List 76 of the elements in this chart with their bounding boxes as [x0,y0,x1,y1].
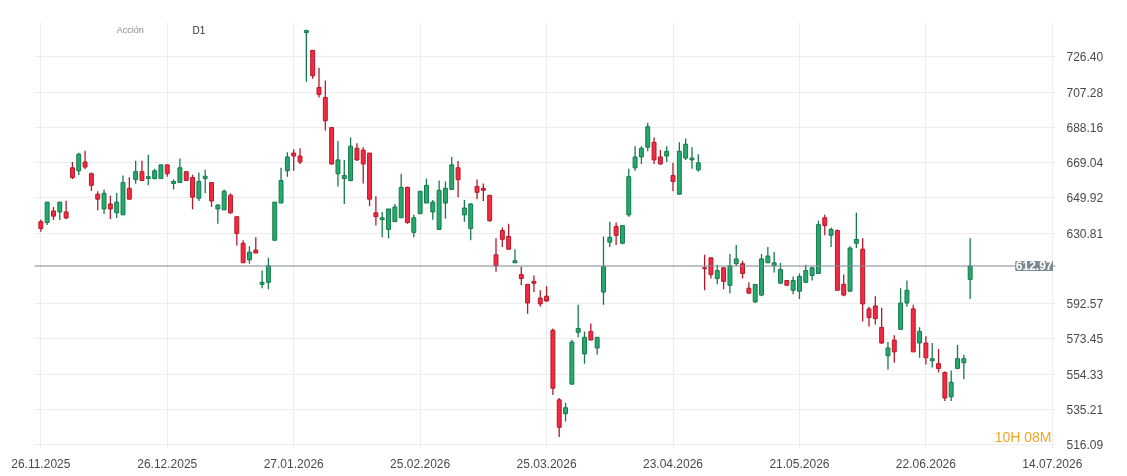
candlestick [76,152,82,176]
y-tick-label: 630.81 [1066,226,1104,241]
candlestick [917,326,923,359]
candlestick [885,341,891,371]
x-tick-label: 21.05.2026 [769,456,830,471]
candlestick [209,181,214,208]
candlestick [891,334,897,364]
candlestick [196,171,202,202]
x-tick-label: 25.02.2026 [390,456,451,471]
candlestick [853,212,859,249]
candlestick [531,274,537,293]
candlestick [82,150,88,170]
candlestick [948,369,954,402]
y-tick-label: 535.21 [1066,402,1104,417]
candlestick [44,201,50,226]
candlestick [518,266,524,286]
y-tick-label: 649.92 [1066,191,1104,206]
candlestick [778,262,783,284]
candlestick [929,342,935,369]
y-tick-label: 592.57 [1066,297,1104,312]
ref-line-label: 612.97 [1015,259,1053,274]
candlestick [733,244,739,267]
annotation: Acción [116,24,144,35]
candlestick [822,214,828,236]
x-tick-label: 25.03.2026 [516,456,577,471]
candlestick [202,169,208,194]
candlestick [221,188,227,211]
candlestick [228,192,233,215]
candlestick [727,253,733,294]
candlestick [613,221,619,246]
candlestick [411,214,417,238]
candlestick [107,195,113,220]
candlestick [335,140,341,188]
candlestick [512,248,518,264]
candlestick [455,160,461,198]
y-tick-label: 669.04 [1066,156,1104,171]
candlestick [879,307,885,345]
y-tick-label: 726.40 [1066,50,1104,65]
candlestick [373,195,379,227]
y-tick-label: 707.28 [1066,85,1104,100]
candlestick [575,304,581,338]
candlestick [303,29,309,83]
candlestick [493,237,499,273]
candlestick [721,267,727,290]
candlestick [936,348,941,374]
y-tick-label: 688.16 [1066,120,1104,135]
candlestick [234,216,240,247]
candlestick [133,159,139,185]
y-tick-label: 554.33 [1066,367,1104,382]
x-tick-label: 26.12.2025 [137,456,198,471]
candlestick [645,122,651,152]
candlestick [967,237,973,300]
x-tick-label: 26.11.2025 [11,456,71,471]
y-tick-label: 573.45 [1066,332,1104,347]
candlestick [828,226,834,248]
x-tick-label: 23.04.2026 [642,456,704,471]
y-tick-label: 516.09 [1066,438,1104,453]
x-tick-label: 22.06.2026 [895,456,957,471]
annotation: 10H 08M [994,429,1052,446]
candlestick [607,221,613,248]
candlestick [101,188,107,215]
candlestick [923,335,929,366]
x-tick-label: 27.01.2026 [263,456,325,471]
candlestick [139,159,145,182]
candlestick [322,79,328,132]
candlestick [95,190,101,211]
candlestick [284,151,290,178]
candlestick [525,283,531,315]
x-tick-label: 14.07.2026 [1022,456,1083,471]
candlestick [670,162,676,192]
candlestick [316,67,322,99]
candlestick [240,239,246,264]
annotation: D1 [192,24,206,36]
candlestick [582,330,587,365]
candlestick [126,176,132,200]
candlestick [563,402,569,423]
